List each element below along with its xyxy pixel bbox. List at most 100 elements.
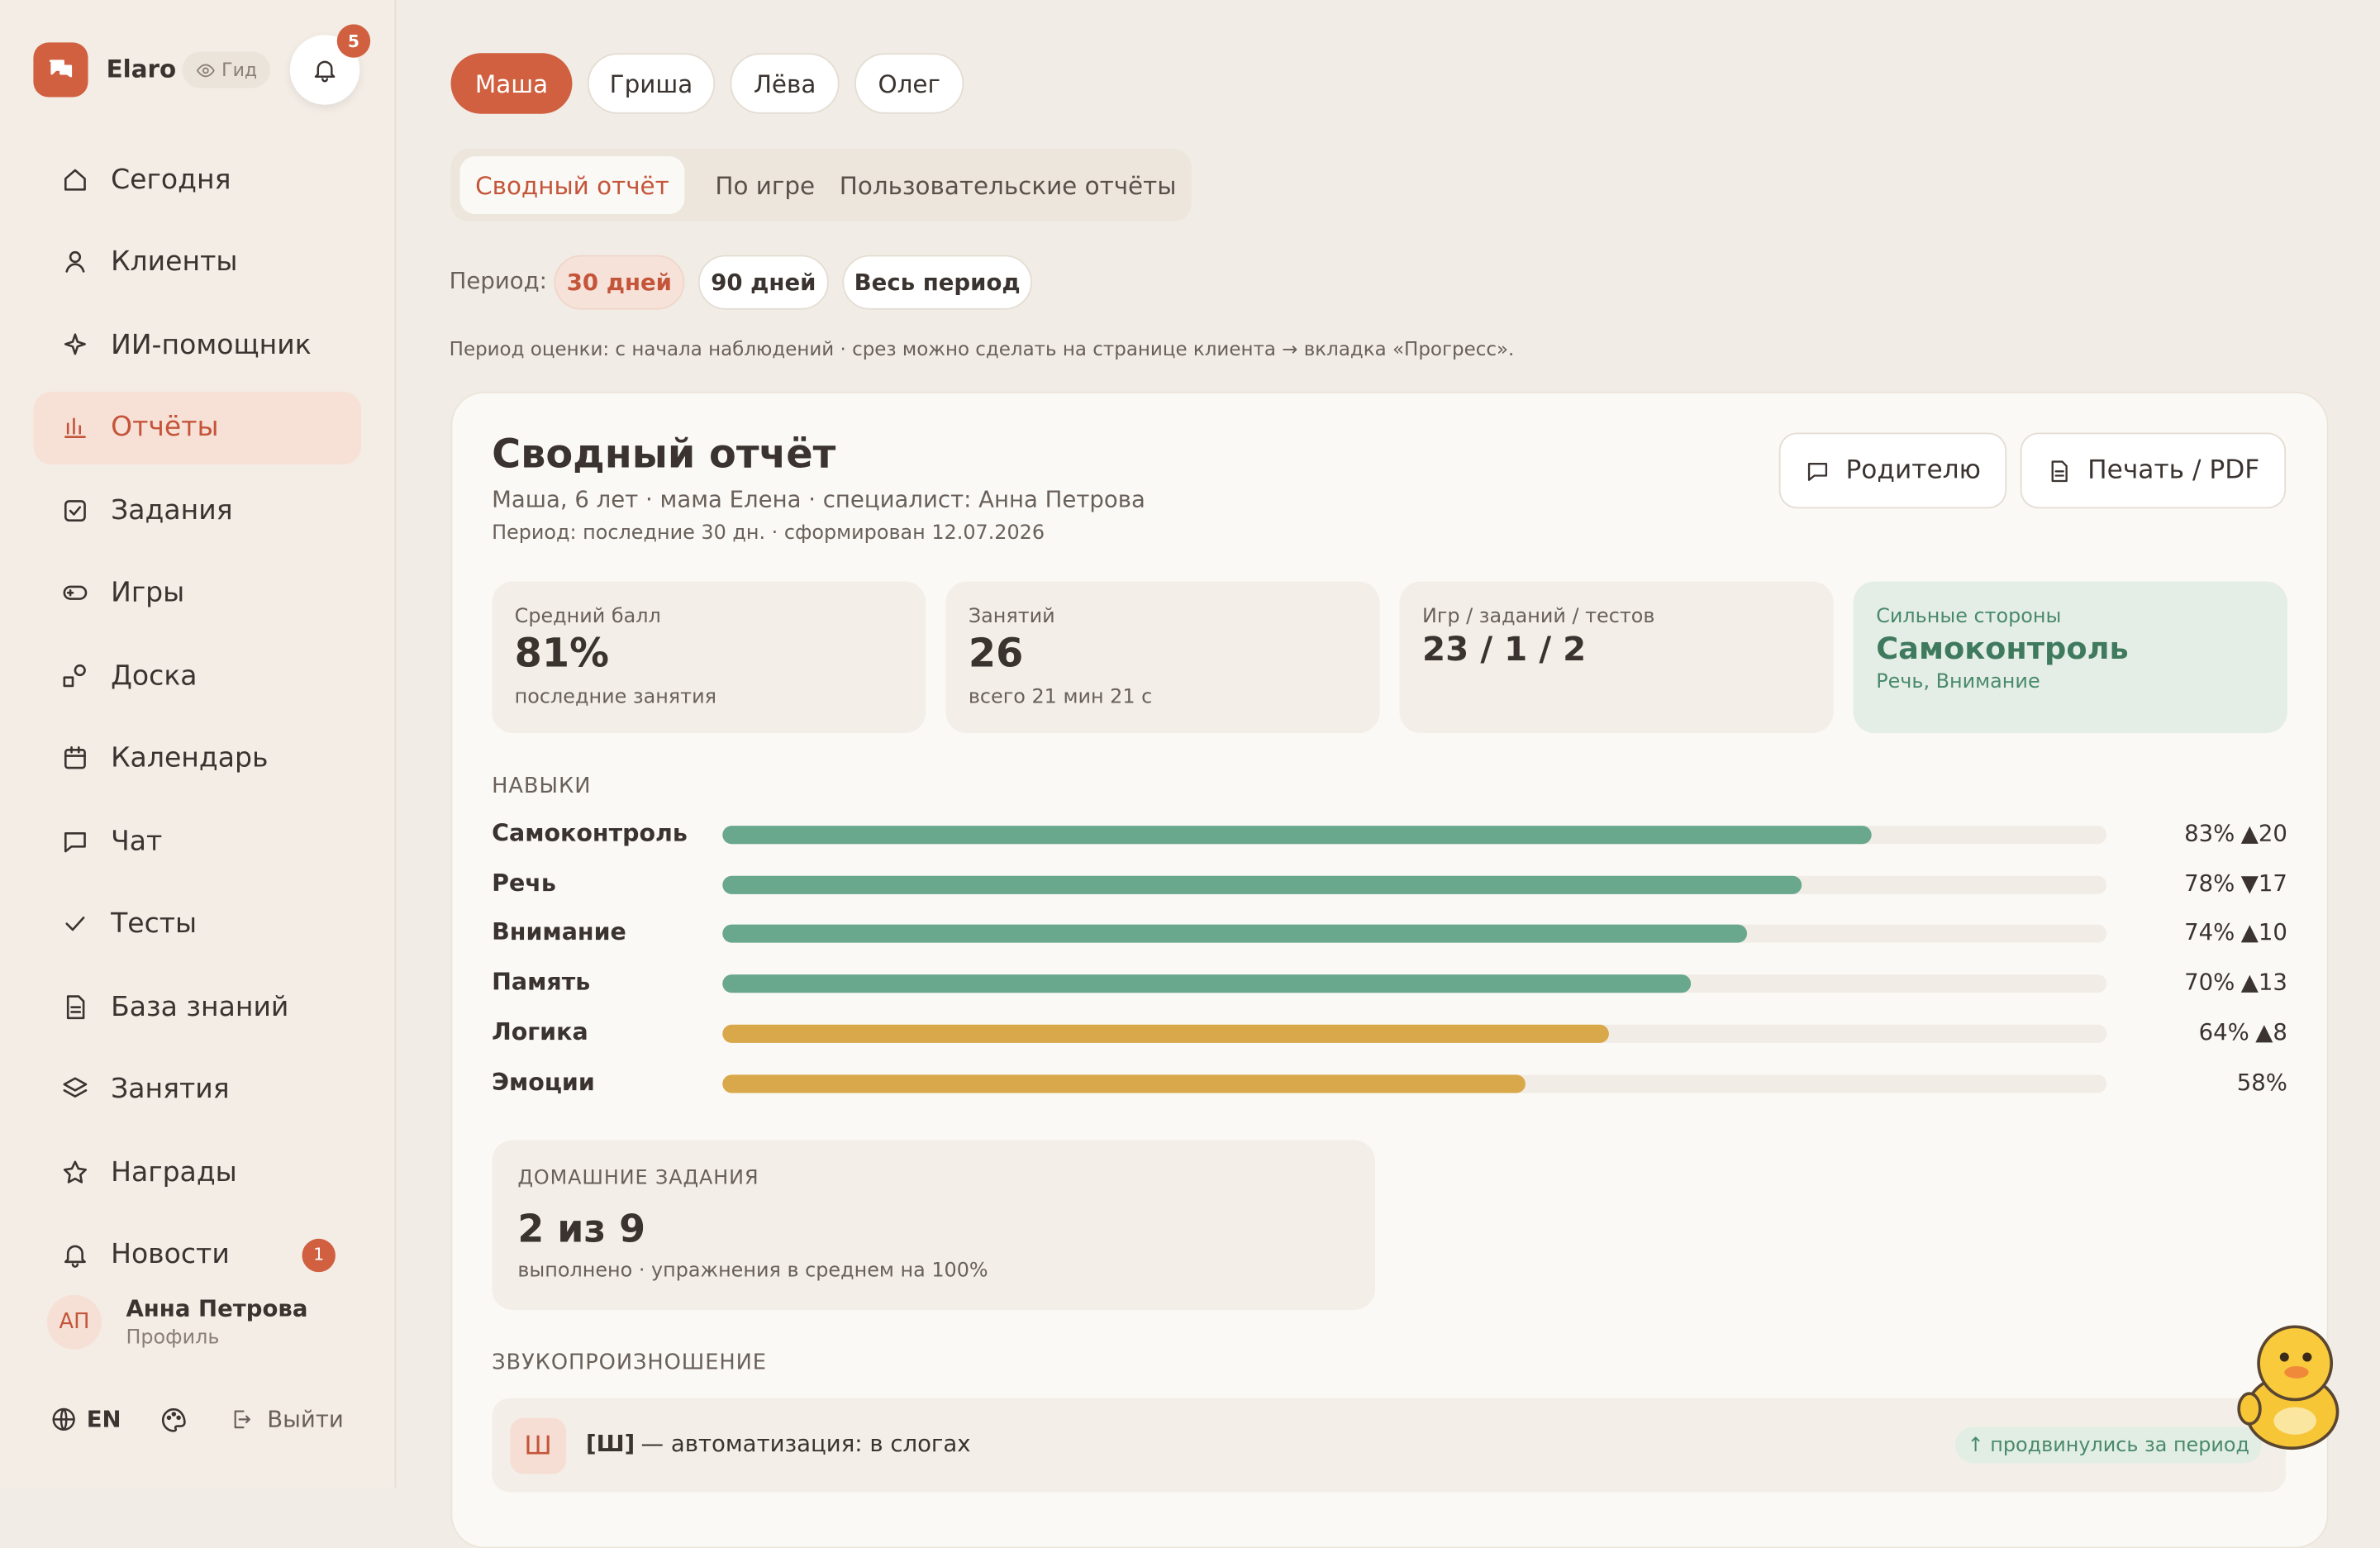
skill-percent: 74% xyxy=(2184,918,2235,947)
nav-item[interactable]: Задания xyxy=(33,474,361,546)
user-name: Анна Петрова xyxy=(126,1294,308,1322)
icon xyxy=(52,1407,75,1431)
period-label: Период: xyxy=(449,267,547,295)
nav-item[interactable]: Отчёты xyxy=(33,390,362,464)
client-pill[interactable]: Гриша xyxy=(587,53,716,114)
nav-badge: 1 xyxy=(302,1237,336,1272)
homework-title: ДОМАШНИЕ ЗАДАНИЯ xyxy=(517,1167,759,1191)
nav-item[interactable]: Клиенты xyxy=(33,226,361,298)
stat-value: 23 / 1 / 2 xyxy=(1422,631,1587,670)
tab[interactable]: По игре xyxy=(715,170,816,200)
icon xyxy=(63,1077,88,1098)
nav-item[interactable]: Игры xyxy=(33,556,361,629)
skill-value: 64% ▲8 xyxy=(2199,1018,2287,1045)
sound-description: — автоматизация: в слогах xyxy=(640,1430,971,1458)
language-label: EN xyxy=(86,1405,121,1433)
icon xyxy=(64,746,86,769)
button-icon xyxy=(1805,458,1830,483)
nav-item[interactable]: База знаний xyxy=(33,970,361,1043)
stat-note: всего 21 мин 21 с xyxy=(968,686,1153,709)
skill-name: Логика xyxy=(492,1018,588,1046)
skill-bar xyxy=(722,974,1692,993)
stat-label: Средний балл xyxy=(514,605,661,629)
main: Маша Гриша Лёва Олег Сводный отчёт По игре Пол… xyxy=(396,0,2380,1548)
sidebar: Elaro Гид 5 Сегодня Клиенты ИИ-помощник Отчёты… xyxy=(0,0,397,1488)
stat-label: Занятий xyxy=(968,605,1055,629)
icon xyxy=(314,60,336,83)
nav-label: Занятия xyxy=(111,1073,230,1106)
icon xyxy=(197,63,215,77)
nav-item[interactable]: ИИ-помощник xyxy=(33,308,361,381)
stat-card: Игр / заданий / тестов 23 / 1 / 2 xyxy=(1399,581,1834,734)
sound-text: [Ш] — автоматизация: в слогах xyxy=(586,1430,971,1457)
stat-value: 26 xyxy=(968,631,1024,678)
client-pill[interactable]: Маша xyxy=(450,53,573,114)
skill-percent: 64% xyxy=(2198,1018,2249,1046)
nav-label: Сегодня xyxy=(111,163,231,196)
button-label: Родителю xyxy=(1845,455,1981,486)
stat-value: Самоконтроль xyxy=(1876,630,2129,667)
sound-code: [Ш] xyxy=(585,1430,635,1458)
nav-item[interactable]: Новости 1 xyxy=(33,1218,361,1291)
skill-percent: 78% xyxy=(2184,869,2235,897)
stat-value: 81% xyxy=(514,631,609,678)
nav-label: Тесты xyxy=(111,907,198,940)
skill-name: Речь xyxy=(492,869,556,897)
logout-button[interactable]: Выйти xyxy=(229,1406,344,1433)
skill-name: Внимание xyxy=(492,918,626,947)
icon xyxy=(65,917,85,931)
language-switch[interactable]: EN xyxy=(50,1406,121,1433)
logo xyxy=(33,42,88,98)
client-pill[interactable]: Лёва xyxy=(730,53,840,114)
action-button[interactable]: Родителю xyxy=(1778,432,2007,509)
stat-label: Сильные стороны xyxy=(1876,605,2062,629)
tab[interactable]: Сводный отчёт xyxy=(459,156,685,214)
nav-item[interactable]: Тесты xyxy=(33,888,361,960)
nav-item[interactable]: Доска xyxy=(33,639,361,712)
period-option[interactable]: Весь период xyxy=(842,255,1032,310)
nav-item[interactable]: Занятия xyxy=(33,1053,361,1126)
period-option[interactable]: 30 дней xyxy=(554,255,685,310)
nav-item[interactable]: Сегодня xyxy=(33,143,361,216)
theme-button[interactable] xyxy=(159,1406,188,1435)
nav-item[interactable]: Награды xyxy=(33,1136,361,1208)
stat-card: Сильные стороны Самоконтроль Речь, Внимани… xyxy=(1853,581,2287,734)
action-button[interactable]: Печать / PDF xyxy=(2020,432,2287,509)
nav-icon xyxy=(60,992,89,1021)
icon xyxy=(64,332,86,355)
brand: Elaro xyxy=(106,55,177,84)
icon xyxy=(49,60,73,78)
nav-label: Календарь xyxy=(111,742,269,774)
client-pill[interactable]: Олег xyxy=(854,53,964,114)
homework-value: 2 из 9 xyxy=(517,1207,646,1251)
skill-bar xyxy=(722,875,1802,894)
nav-label: Чат xyxy=(111,825,163,857)
icon xyxy=(64,831,86,852)
nav-item[interactable]: Календарь xyxy=(33,722,361,794)
report-title: Сводный отчёт xyxy=(492,432,836,479)
tab[interactable]: Пользовательские отчёты xyxy=(839,170,1177,200)
nav-icon xyxy=(60,247,89,276)
nav-label: База знаний xyxy=(111,990,289,1023)
report-card: Сводный отчёт Маша, 6 лет · мама Елена · … xyxy=(450,391,2329,1548)
icon xyxy=(66,994,85,1019)
period-option[interactable]: 90 дней xyxy=(697,255,829,310)
mode-toggle[interactable]: Гид xyxy=(182,51,271,88)
skill-name: Самоконтроль xyxy=(492,819,688,847)
icon xyxy=(63,1160,88,1183)
sound-letter: Ш xyxy=(510,1417,567,1474)
icon xyxy=(64,499,86,522)
nav-item[interactable]: Чат xyxy=(33,804,361,877)
profile-link[interactable]: Профиль xyxy=(126,1327,220,1350)
skill-bar xyxy=(722,826,1872,845)
sound-status: ↑ продвинулись за период xyxy=(1954,1427,2262,1464)
button-label: Печать / PDF xyxy=(2087,455,2260,486)
skill-value: 74% ▲10 xyxy=(2184,919,2287,946)
homework-note: выполнено · упражнения в среднем на 100% xyxy=(517,1260,988,1284)
nav-label: Награды xyxy=(111,1155,237,1188)
globe-icon xyxy=(50,1406,78,1433)
skill-name: Эмоции xyxy=(492,1068,595,1096)
nav-icon xyxy=(60,164,89,193)
logout-icon xyxy=(229,1407,253,1431)
